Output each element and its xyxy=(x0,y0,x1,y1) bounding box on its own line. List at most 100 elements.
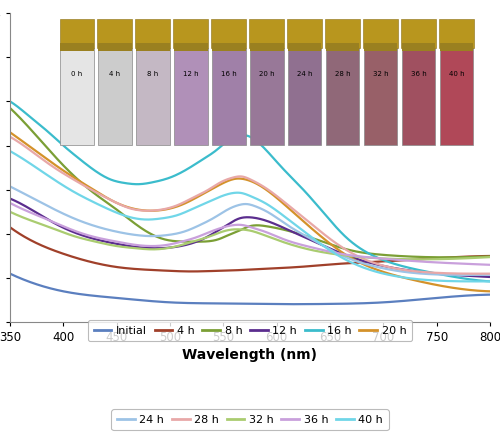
12 h xyxy=(487,274,493,279)
Initial xyxy=(235,301,241,306)
40 h xyxy=(474,279,480,284)
24 h xyxy=(292,228,298,233)
16 h xyxy=(235,133,241,138)
32 h xyxy=(266,235,272,240)
16 h xyxy=(476,278,482,283)
16 h xyxy=(238,133,244,138)
4 h xyxy=(268,266,274,271)
Initial xyxy=(294,302,300,307)
28 h xyxy=(292,209,298,214)
24 h xyxy=(476,272,482,277)
32 h xyxy=(418,256,424,262)
4 h xyxy=(402,258,407,263)
28 h xyxy=(400,267,406,273)
24 h xyxy=(235,203,241,208)
16 h xyxy=(487,279,493,284)
20 h xyxy=(292,212,298,217)
8 h xyxy=(266,224,272,230)
12 h xyxy=(7,196,13,201)
20 h xyxy=(238,176,244,181)
36 h xyxy=(235,222,241,227)
24 h xyxy=(238,202,244,207)
4 h xyxy=(239,267,245,273)
12 h xyxy=(400,267,406,272)
Initial xyxy=(7,271,13,276)
20 h xyxy=(487,289,493,294)
40 h xyxy=(238,191,244,196)
8 h xyxy=(235,229,241,234)
16 h xyxy=(292,179,298,184)
Line: 32 h: 32 h xyxy=(10,212,490,259)
8 h xyxy=(400,253,406,259)
Line: 16 h: 16 h xyxy=(10,102,490,281)
8 h xyxy=(487,254,493,259)
12 h xyxy=(266,219,272,224)
36 h xyxy=(266,231,272,236)
24 h xyxy=(460,272,466,277)
Line: 20 h: 20 h xyxy=(10,132,490,291)
12 h xyxy=(238,215,244,220)
12 h xyxy=(292,230,298,236)
40 h xyxy=(7,148,13,154)
32 h xyxy=(487,254,493,260)
Initial xyxy=(402,298,407,303)
12 h xyxy=(235,216,241,221)
Line: 24 h: 24 h xyxy=(10,187,490,275)
8 h xyxy=(476,254,482,260)
Line: 36 h: 36 h xyxy=(10,203,490,265)
40 h xyxy=(235,190,241,195)
20 h xyxy=(400,275,406,280)
12 h xyxy=(476,274,482,279)
Line: 12 h: 12 h xyxy=(10,199,490,277)
36 h xyxy=(487,262,493,267)
16 h xyxy=(7,99,13,104)
24 h xyxy=(487,272,493,277)
8 h xyxy=(292,230,298,236)
4 h xyxy=(476,253,482,259)
4 h xyxy=(236,267,242,273)
Line: 40 h: 40 h xyxy=(10,151,490,281)
32 h xyxy=(400,256,406,262)
4 h xyxy=(294,264,300,270)
Initial xyxy=(238,301,244,306)
28 h xyxy=(235,174,241,179)
32 h xyxy=(235,227,241,232)
28 h xyxy=(238,174,244,179)
20 h xyxy=(266,190,272,195)
Line: 28 h: 28 h xyxy=(10,137,490,274)
Initial xyxy=(476,293,482,298)
24 h xyxy=(400,269,406,274)
X-axis label: Wavelength (nm): Wavelength (nm) xyxy=(182,349,318,362)
Initial xyxy=(487,292,493,297)
40 h xyxy=(266,203,272,208)
40 h xyxy=(476,279,482,284)
4 h xyxy=(189,269,195,274)
24 h xyxy=(266,210,272,216)
28 h xyxy=(266,188,272,194)
Initial xyxy=(288,302,294,307)
Legend: 24 h, 28 h, 32 h, 36 h, 40 h: 24 h, 28 h, 32 h, 36 h, 40 h xyxy=(112,409,388,431)
Line: 4 h: 4 h xyxy=(10,227,490,271)
16 h xyxy=(266,151,272,157)
36 h xyxy=(7,201,13,206)
Initial xyxy=(266,302,272,307)
40 h xyxy=(292,223,298,228)
28 h xyxy=(476,271,482,276)
32 h xyxy=(7,209,13,214)
32 h xyxy=(476,255,482,260)
16 h xyxy=(400,264,406,269)
40 h xyxy=(487,279,493,284)
40 h xyxy=(400,275,406,280)
32 h xyxy=(292,243,298,249)
28 h xyxy=(487,271,493,276)
8 h xyxy=(238,227,244,233)
36 h xyxy=(292,240,298,246)
36 h xyxy=(238,222,244,227)
8 h xyxy=(7,105,13,111)
4 h xyxy=(7,225,13,230)
24 h xyxy=(7,184,13,189)
36 h xyxy=(400,258,406,263)
8 h xyxy=(444,255,450,260)
4 h xyxy=(487,253,493,259)
28 h xyxy=(7,134,13,139)
